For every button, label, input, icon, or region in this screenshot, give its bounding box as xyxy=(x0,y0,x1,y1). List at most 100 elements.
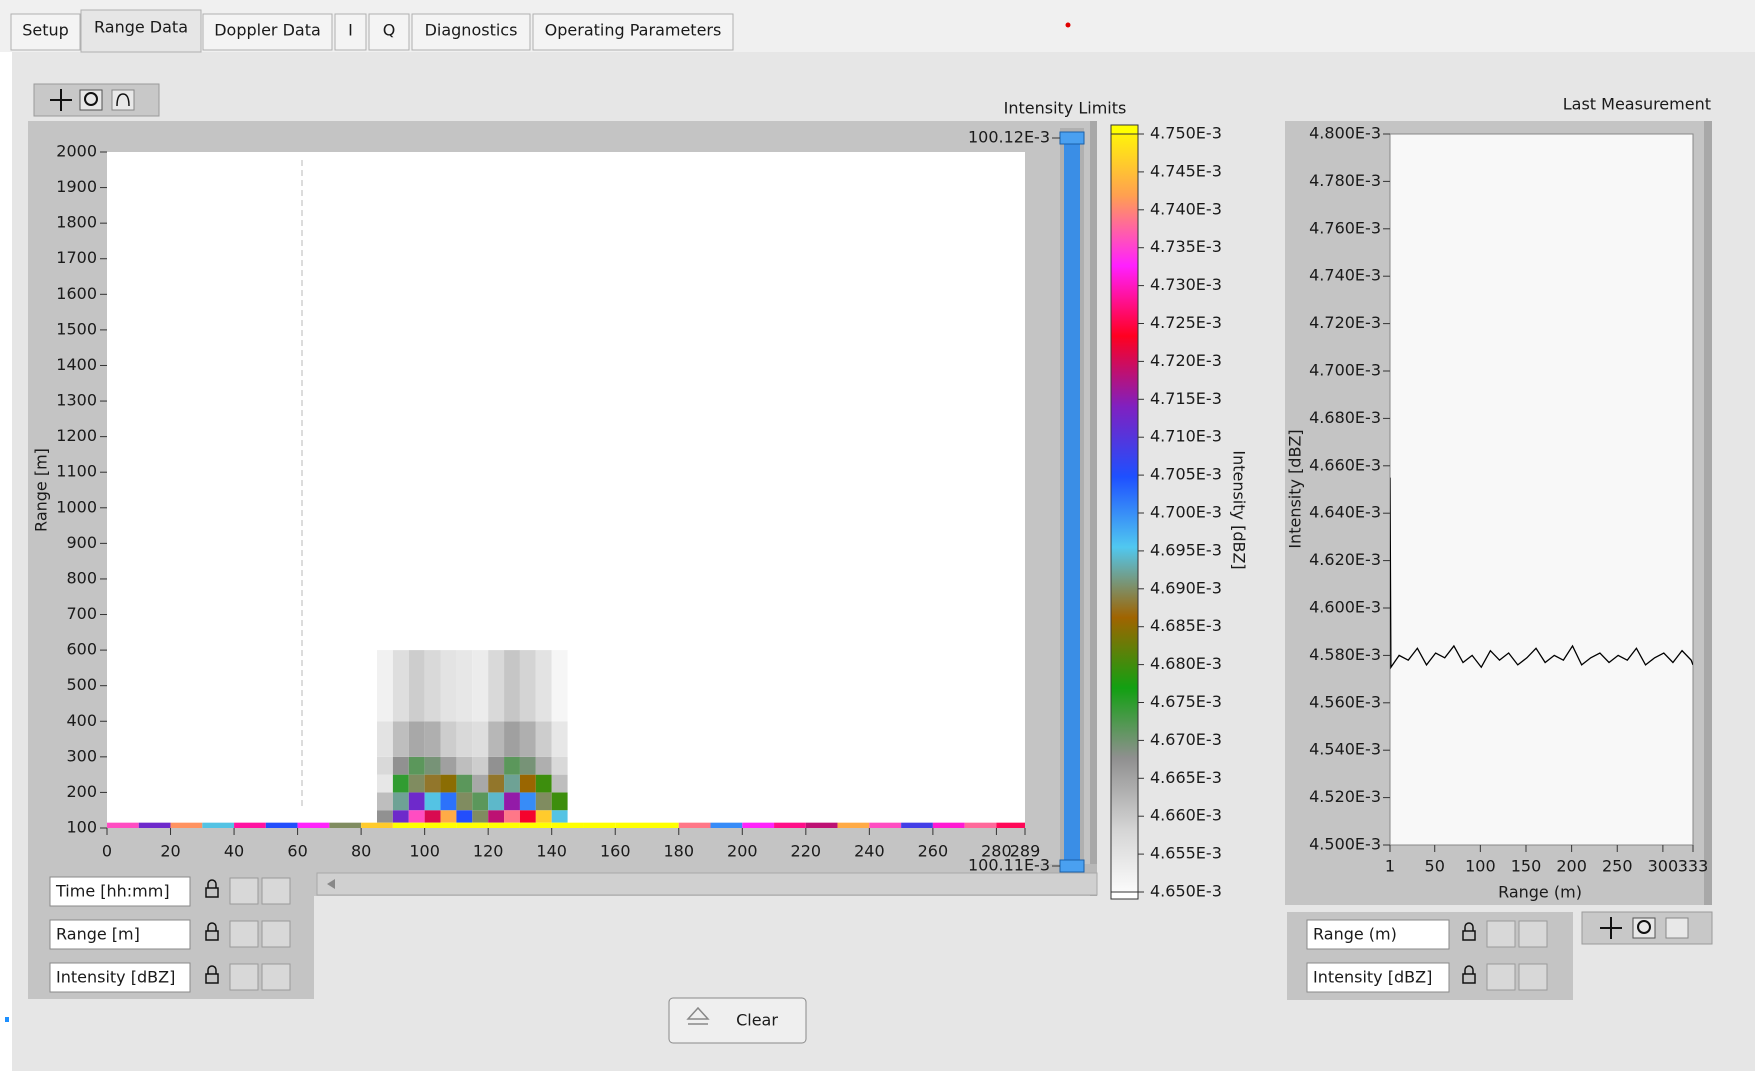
y-tick-label: 100 xyxy=(66,818,97,837)
heat-cell xyxy=(456,757,472,775)
pan-tool[interactable] xyxy=(112,90,134,110)
heat-cell xyxy=(409,810,425,822)
tab-label[interactable]: Setup xyxy=(22,21,69,40)
heat-cell xyxy=(488,775,504,793)
heat-cell xyxy=(504,650,520,721)
y-tick-label: 4.760E-3 xyxy=(1309,218,1381,237)
heat-cell xyxy=(441,757,457,775)
y-tick-label: 200 xyxy=(66,782,97,801)
heat-cell xyxy=(425,757,441,775)
colorbar xyxy=(1111,125,1138,899)
heat-cell xyxy=(377,721,393,757)
y-axis-label: Range [m] xyxy=(32,448,51,532)
legend-button[interactable] xyxy=(230,921,258,947)
heat-cell xyxy=(536,810,552,822)
heat-cell xyxy=(456,650,472,721)
heat-cell xyxy=(393,823,425,828)
y-tick-label: 4.580E-3 xyxy=(1309,645,1381,664)
legend-button[interactable] xyxy=(1519,964,1547,990)
colorbar-tick-label: 4.740E-3 xyxy=(1150,199,1222,218)
y-tick-label: 4.800E-3 xyxy=(1309,124,1381,143)
legend-button[interactable] xyxy=(262,964,290,990)
heat-cell xyxy=(520,757,536,775)
legend-button[interactable] xyxy=(198,921,226,947)
legend-button[interactable] xyxy=(1487,921,1515,947)
legend-button[interactable] xyxy=(230,878,258,904)
heat-cell xyxy=(425,775,441,793)
heat-cell xyxy=(456,810,472,822)
tab-label[interactable]: Diagnostics xyxy=(425,21,518,40)
colorbar-tick-label: 4.655E-3 xyxy=(1150,844,1222,863)
y-tick-label: 700 xyxy=(66,604,97,623)
heat-cell xyxy=(536,757,552,775)
legend-label: Range (m) xyxy=(1313,925,1397,944)
heat-cell xyxy=(456,721,472,757)
colorbar-tick-label: 4.725E-3 xyxy=(1150,313,1222,332)
heat-cell xyxy=(425,650,441,721)
x-tick-label: 60 xyxy=(287,842,307,861)
colorbar-tick-label: 4.750E-3 xyxy=(1150,124,1222,143)
heat-cell xyxy=(171,823,203,828)
legend-button[interactable] xyxy=(198,878,226,904)
y-tick-label: 1600 xyxy=(56,284,97,303)
y-tick-label: 1500 xyxy=(56,319,97,338)
heat-cell xyxy=(425,823,457,828)
heat-cell xyxy=(520,810,536,822)
legend-button[interactable] xyxy=(1455,921,1483,947)
slider-thumb[interactable] xyxy=(1060,860,1084,872)
colorbar-tick-label: 4.665E-3 xyxy=(1150,768,1222,787)
colorbar-tick-label: 4.720E-3 xyxy=(1150,351,1222,370)
legend-button[interactable] xyxy=(1519,921,1547,947)
heat-cell xyxy=(472,757,488,775)
legend-button[interactable] xyxy=(1455,964,1483,990)
tab-label[interactable]: Q xyxy=(383,21,396,40)
tab-label[interactable]: Operating Parameters xyxy=(545,21,722,40)
tab-label[interactable]: I xyxy=(348,21,353,40)
heat-cell xyxy=(520,721,536,757)
legend-button[interactable] xyxy=(262,921,290,947)
graph-frame-edge xyxy=(1090,121,1097,896)
x-tick-label: 200 xyxy=(727,842,758,861)
colorbar-tick-label: 4.685E-3 xyxy=(1150,616,1222,635)
x-tick-label: 140 xyxy=(536,842,567,861)
heat-cell xyxy=(139,823,171,828)
heat-cell xyxy=(536,775,552,793)
legend-button[interactable] xyxy=(262,878,290,904)
y-tick-label: 400 xyxy=(66,711,97,730)
y-tick-label: 4.660E-3 xyxy=(1309,455,1381,474)
button-label[interactable]: Clear xyxy=(736,1011,778,1030)
heat-cell xyxy=(409,650,425,721)
clear-button[interactable]: Clear xyxy=(669,998,806,1043)
heat-cell xyxy=(488,823,520,828)
x-tick-label: 200 xyxy=(1556,857,1587,876)
slider-label: 100.12E-3 xyxy=(968,128,1050,147)
y-tick-label: 1200 xyxy=(56,426,97,445)
heat-cell xyxy=(393,721,409,757)
x-tick-label: 180 xyxy=(663,842,694,861)
pan-tool[interactable] xyxy=(1666,918,1688,938)
heat-cell xyxy=(107,823,139,828)
colorbar-tick-label: 4.690E-3 xyxy=(1150,578,1222,597)
slider-thumb[interactable] xyxy=(1060,132,1084,144)
tab-label[interactable]: Range Data xyxy=(94,18,188,37)
legend-button[interactable] xyxy=(230,964,258,990)
tab-label[interactable]: Doppler Data xyxy=(214,21,321,40)
h-scrollbar[interactable] xyxy=(317,873,1097,895)
colorbar-tick-label: 4.715E-3 xyxy=(1150,389,1222,408)
heat-cell xyxy=(472,721,488,757)
y-tick-label: 1700 xyxy=(56,248,97,267)
tabs: Setup Range Data Doppler Data I Q Diagnostics… xyxy=(11,10,733,52)
x-axis-label: Range (m) xyxy=(1498,883,1582,902)
heat-cell xyxy=(552,650,568,721)
y-tick-label: 4.640E-3 xyxy=(1309,503,1381,522)
legend-button[interactable] xyxy=(198,964,226,990)
y-tick-label: 4.720E-3 xyxy=(1309,313,1381,332)
colorbar-tick-label: 4.675E-3 xyxy=(1150,692,1222,711)
colorbar-tick-label: 4.730E-3 xyxy=(1150,275,1222,294)
legend-button[interactable] xyxy=(1487,964,1515,990)
y-tick-label: 1000 xyxy=(56,497,97,516)
x-tick-label: 250 xyxy=(1602,857,1633,876)
y-tick-label: 4.540E-3 xyxy=(1309,740,1381,759)
y-tick-label: 4.680E-3 xyxy=(1309,408,1381,427)
y-tick-label: 4.740E-3 xyxy=(1309,266,1381,285)
